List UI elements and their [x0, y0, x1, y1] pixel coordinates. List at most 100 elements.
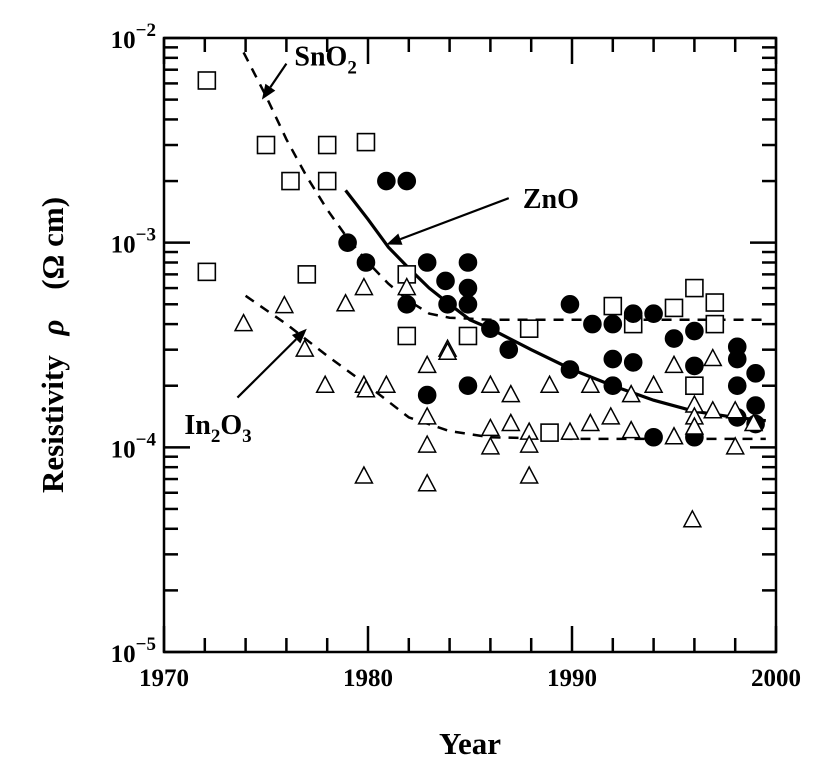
point-sno2: [685, 278, 704, 298]
y-minor-ticks: [164, 46, 776, 592]
label-text: In: [184, 410, 211, 441]
point-zno: [583, 314, 602, 334]
arrow-head-sno2: [261, 83, 276, 100]
point-in2o3: [743, 412, 764, 432]
point-zno: [417, 385, 437, 405]
arrow-in2o3: [236, 338, 297, 399]
label-text: O: [220, 410, 242, 441]
label-text: SnO: [294, 42, 347, 73]
y-tick-label-base: 10: [111, 436, 136, 463]
point-in2o3: [539, 374, 560, 393]
point-zno: [685, 321, 704, 341]
point-sno2: [519, 319, 539, 338]
point-in2o3: [664, 354, 684, 374]
y-axis-title: Resistivity ρ (Ω cm): [35, 197, 70, 493]
point-zno: [458, 294, 478, 314]
point-in2o3: [354, 276, 374, 296]
label-sno2: SnO2: [294, 42, 356, 79]
point-in2o3: [480, 417, 501, 437]
point-sno2: [540, 423, 559, 442]
data-points: [197, 71, 765, 528]
point-sno2: [705, 293, 725, 312]
point-in2o3: [233, 313, 254, 332]
point-zno: [603, 349, 623, 369]
point-in2o3: [519, 465, 539, 484]
point-in2o3: [560, 421, 580, 440]
x-tick-label: 2000: [751, 665, 801, 692]
point-in2o3: [501, 383, 521, 403]
point-in2o3: [703, 347, 723, 367]
point-zno: [397, 171, 417, 191]
arrow-sno2: [269, 62, 288, 88]
point-zno: [644, 427, 663, 447]
y-tick-label-base: 10: [111, 232, 136, 259]
y-axis-title-text: Resistivity: [35, 355, 70, 493]
y-tick-label: 10−4: [111, 429, 157, 463]
point-sno2: [356, 132, 376, 152]
point-zno: [436, 271, 455, 291]
point-zno: [746, 363, 765, 383]
label-subscript: 2: [347, 58, 357, 79]
point-zno: [458, 253, 478, 272]
y-tick-label: 10−2: [111, 20, 156, 54]
arrow-head-in2o3: [291, 328, 307, 344]
y-tick-label: 10−3: [111, 225, 156, 259]
point-in2o3: [725, 400, 745, 419]
point-in2o3: [417, 406, 437, 425]
point-in2o3: [437, 341, 458, 360]
plot-frame: [162, 36, 778, 654]
point-sno2: [458, 326, 478, 346]
point-zno: [458, 376, 478, 396]
point-sno2: [603, 296, 623, 316]
point-zno: [746, 396, 765, 415]
point-sno2: [317, 171, 337, 191]
point-in2o3: [519, 434, 539, 453]
x-tick-label: 1980: [343, 665, 393, 692]
point-sno2: [685, 376, 704, 396]
point-in2o3: [580, 374, 601, 393]
y-tick-label: 10−5: [111, 634, 156, 668]
point-sno2: [256, 135, 276, 155]
point-zno: [356, 253, 376, 272]
point-in2o3: [376, 374, 397, 393]
point-in2o3: [335, 293, 356, 312]
y-axis-title-unit: (Ω cm): [35, 197, 70, 290]
x-ticks: [162, 38, 778, 652]
point-zno: [727, 376, 747, 396]
annotations: SnO2 ZnO In 2 O3: [184, 42, 579, 447]
point-sno2: [197, 262, 217, 282]
point-zno: [603, 376, 623, 396]
point-sno2: [317, 135, 337, 155]
point-zno: [417, 253, 437, 272]
y-tick-label-exp: −3: [136, 225, 156, 246]
point-zno: [560, 360, 580, 379]
point-zno: [397, 294, 417, 314]
y-tick-labels: 10−510−410−310−2: [111, 20, 157, 668]
point-zno: [685, 356, 704, 376]
point-in2o3: [501, 412, 521, 432]
point-in2o3: [580, 412, 601, 432]
label-subscript: 3: [242, 426, 252, 447]
point-in2o3: [684, 416, 705, 435]
point-in2o3: [480, 374, 501, 393]
y-tick-label-base: 10: [111, 641, 136, 668]
point-zno: [499, 340, 519, 359]
point-in2o3: [315, 374, 335, 393]
point-in2o3: [725, 436, 745, 455]
point-in2o3: [664, 426, 684, 445]
point-zno: [727, 349, 747, 369]
point-sno2: [664, 298, 684, 318]
x-tick-label: 1970: [139, 665, 189, 692]
y-tick-label-base: 10: [111, 27, 136, 54]
point-in2o3: [274, 294, 295, 314]
y-tick-label-exp: −2: [136, 20, 156, 41]
point-in2o3: [417, 434, 437, 453]
point-in2o3: [703, 400, 723, 419]
point-zno: [644, 304, 663, 323]
point-in2o3: [621, 420, 641, 439]
point-sno2: [705, 314, 725, 334]
label-text: ZnO: [523, 184, 579, 215]
point-zno: [560, 294, 580, 314]
point-zno: [623, 353, 643, 372]
